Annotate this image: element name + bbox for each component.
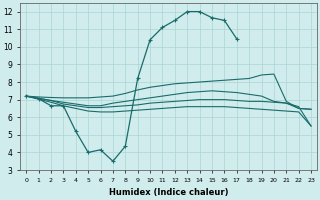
X-axis label: Humidex (Indice chaleur): Humidex (Indice chaleur) (109, 188, 228, 197)
